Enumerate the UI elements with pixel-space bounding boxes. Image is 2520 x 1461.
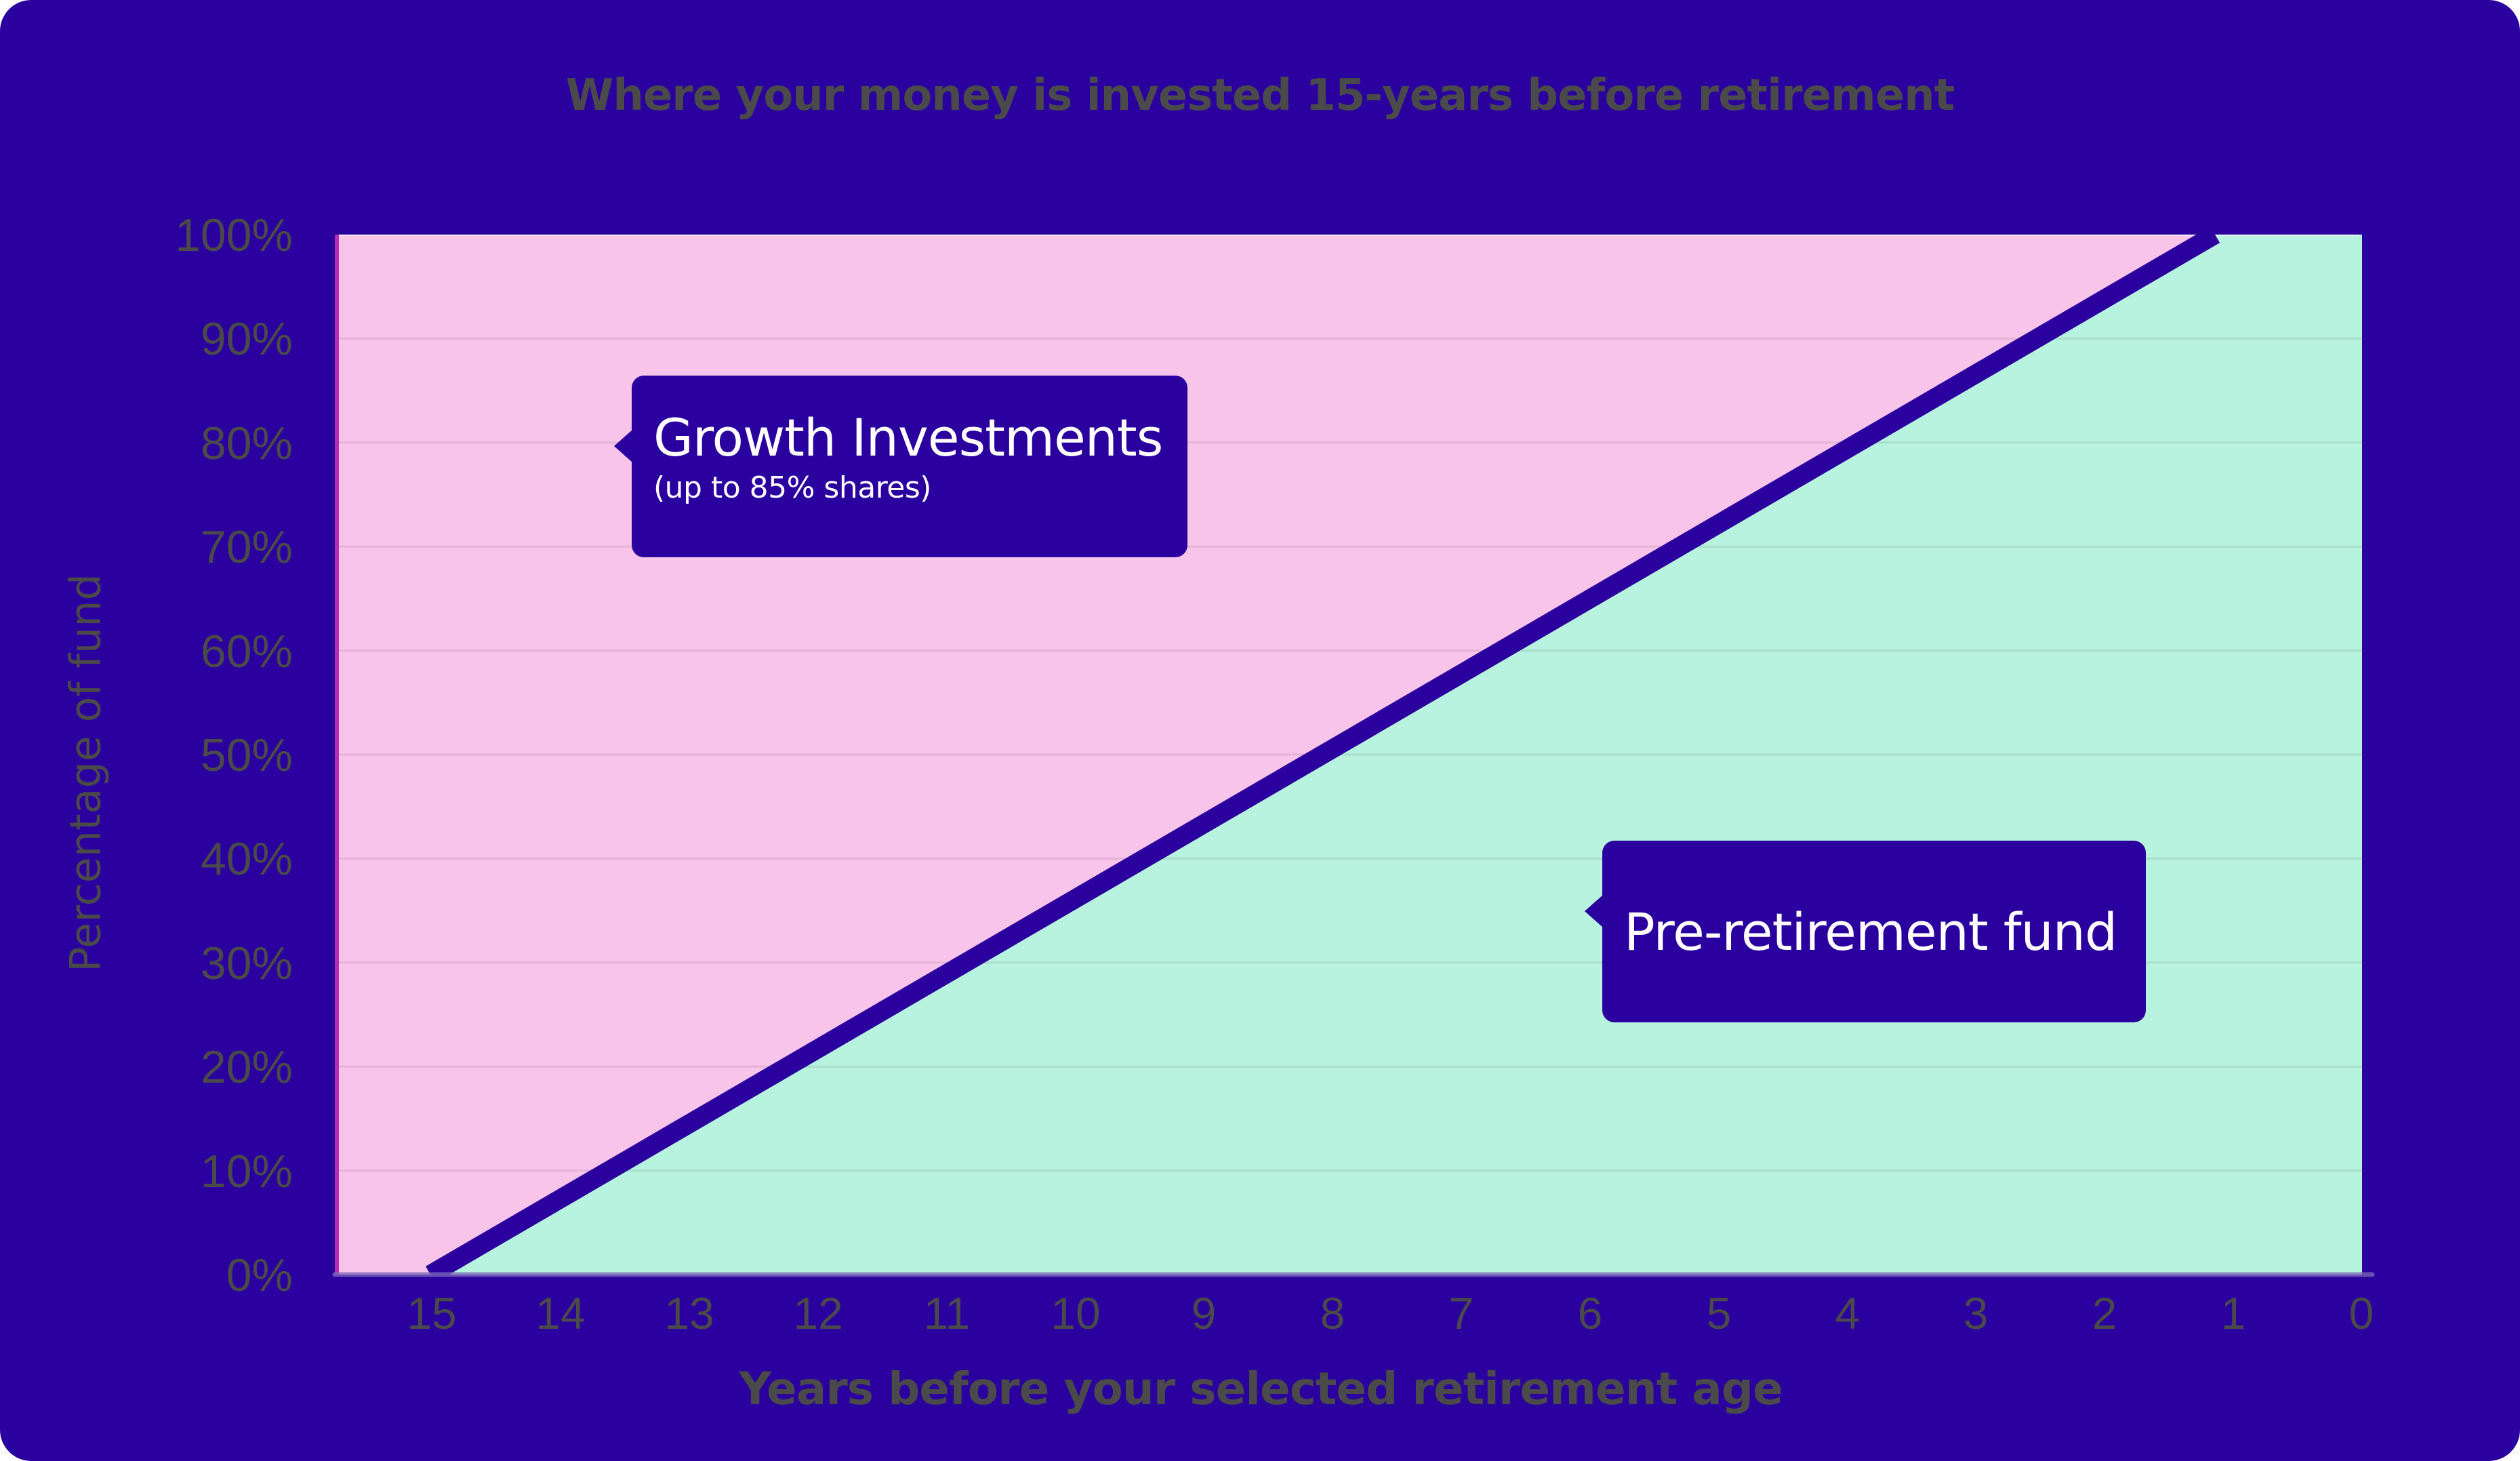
y-tick: 40% xyxy=(201,833,293,885)
y-tick: 80% xyxy=(201,418,293,469)
y-tick: 100% xyxy=(175,209,293,261)
chart-title: Where your money is invested 15-years be… xyxy=(565,71,1955,121)
y-tick: 70% xyxy=(201,521,293,573)
x-tick: 7 xyxy=(1449,1288,1474,1338)
x-tick: 8 xyxy=(1320,1288,1345,1338)
growth-callout-title: Growth Investments xyxy=(653,407,1163,468)
x-tick: 3 xyxy=(1964,1288,1989,1338)
x-tick: 14 xyxy=(535,1288,585,1338)
growth-investments-callout: Growth Investments (up to 85% shares) xyxy=(614,376,1187,557)
x-tick: 0 xyxy=(2349,1288,2374,1338)
pre-retirement-callout-title: Pre-retirement fund xyxy=(1624,901,2117,962)
x-tick: 10 xyxy=(1051,1288,1100,1338)
y-tick: 20% xyxy=(201,1041,293,1093)
x-tick: 15 xyxy=(407,1288,456,1338)
y-tick: 30% xyxy=(201,938,293,989)
growth-callout-subtitle: (up to 85% shares) xyxy=(653,470,931,505)
x-tick: 4 xyxy=(1835,1288,1861,1338)
x-tick: 12 xyxy=(793,1288,842,1338)
x-tick: 13 xyxy=(664,1288,714,1338)
x-tick: 1 xyxy=(2221,1288,2246,1338)
x-axis-title: Years before your selected retirement ag… xyxy=(739,1363,1783,1415)
y-tick: 90% xyxy=(201,313,293,365)
x-tick: 9 xyxy=(1192,1288,1217,1338)
allocation-divider-line xyxy=(425,226,2220,1283)
y-tick: 10% xyxy=(201,1146,293,1197)
y-tick: 50% xyxy=(201,729,293,781)
y-tick: 60% xyxy=(201,626,293,677)
x-tick: 5 xyxy=(1707,1288,1732,1338)
x-tick: 2 xyxy=(2092,1288,2117,1338)
y-tick-labels: 0% 10% 20% 30% 40% 50% 60% 70% 80% 90% 1… xyxy=(175,209,293,1301)
pre-retirement-callout: Pre-retirement fund xyxy=(1585,841,2146,1022)
x-tick: 11 xyxy=(924,1288,971,1338)
y-tick: 0% xyxy=(226,1249,293,1301)
y-axis-line xyxy=(335,235,339,1275)
x-tick: 6 xyxy=(1578,1288,1603,1338)
x-tick-labels: 15 14 13 12 11 10 9 8 7 6 5 4 3 2 1 0 xyxy=(407,1288,2374,1338)
y-axis-title: Percentage of fund xyxy=(60,574,110,972)
